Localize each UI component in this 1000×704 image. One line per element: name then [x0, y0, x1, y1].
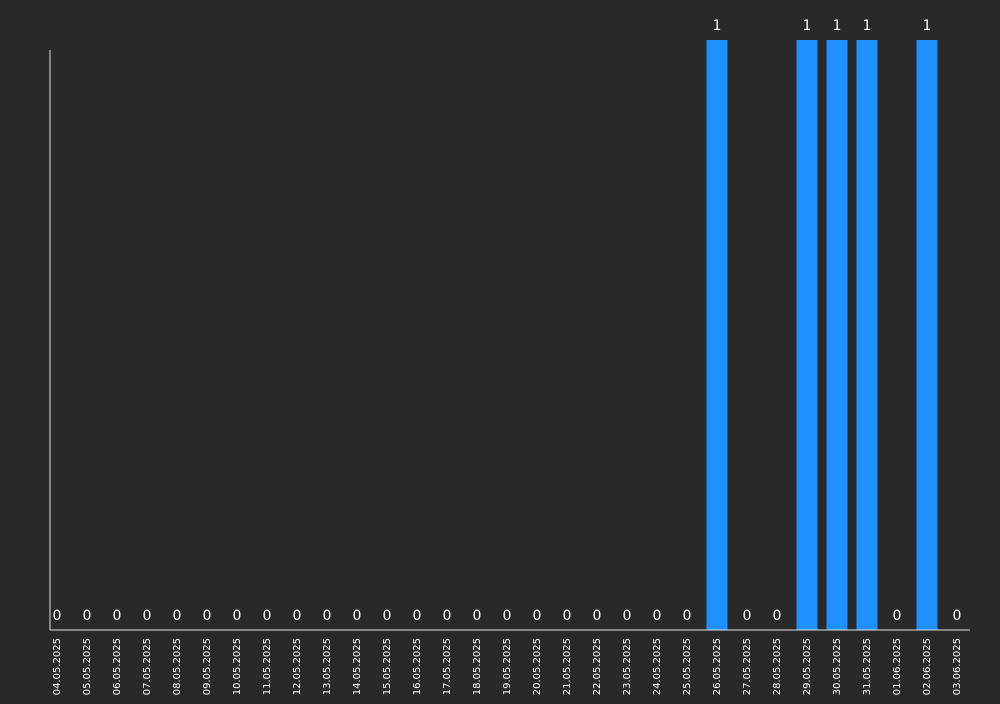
value-label-06.05.2025: 0 [113, 608, 122, 624]
value-label-24.05.2025: 0 [653, 608, 662, 624]
x-tick-label-17.05.2025: 17.05.2025 [442, 638, 453, 695]
value-label-07.05.2025: 0 [143, 608, 152, 624]
bar-02.06.2025 [916, 40, 938, 630]
value-label-12.05.2025: 0 [293, 608, 302, 624]
x-tick-label-10.05.2025: 10.05.2025 [232, 638, 243, 695]
value-label-29.05.2025: 1 [803, 18, 812, 34]
x-tick-label-15.05.2025: 15.05.2025 [382, 638, 393, 695]
x-tick-label-31.05.2025: 31.05.2025 [862, 638, 873, 695]
x-tick-label-09.05.2025: 09.05.2025 [202, 638, 213, 695]
value-label-04.05.2025: 0 [53, 608, 62, 624]
bar-31.05.2025 [856, 40, 878, 630]
value-label-31.05.2025: 1 [863, 18, 872, 34]
value-label-10.05.2025: 0 [233, 608, 242, 624]
value-label-09.05.2025: 0 [203, 608, 212, 624]
x-tick-label-23.05.2025: 23.05.2025 [622, 638, 633, 695]
x-tick-label-16.05.2025: 16.05.2025 [412, 638, 423, 695]
value-label-25.05.2025: 0 [683, 608, 692, 624]
value-label-26.05.2025: 1 [713, 18, 722, 34]
x-tick-label-14.05.2025: 14.05.2025 [352, 638, 363, 695]
x-tick-label-30.05.2025: 30.05.2025 [832, 638, 843, 695]
bars-layer [706, 40, 938, 630]
value-label-01.06.2025: 0 [893, 608, 902, 624]
value-label-30.05.2025: 1 [833, 18, 842, 34]
value-label-05.05.2025: 0 [83, 608, 92, 624]
bar-29.05.2025 [796, 40, 818, 630]
x-tick-label-27.05.2025: 27.05.2025 [742, 638, 753, 695]
x-tick-label-20.05.2025: 20.05.2025 [532, 638, 543, 695]
x-tick-label-19.05.2025: 19.05.2025 [502, 638, 513, 695]
value-label-20.05.2025: 0 [533, 608, 542, 624]
value-label-18.05.2025: 0 [473, 608, 482, 624]
x-tick-label-22.05.2025: 22.05.2025 [592, 638, 603, 695]
x-tick-label-05.05.2025: 05.05.2025 [82, 638, 93, 695]
x-tick-label-25.05.2025: 25.05.2025 [682, 638, 693, 695]
x-tick-label-26.05.2025: 26.05.2025 [712, 638, 723, 695]
value-labels-layer: 0 0 0 0 0 0 0 0 0 0 0 0 0 0 0 0 0 0 0 0 0 0 1 0 0 1 1 1 0 1 0 [53, 18, 962, 624]
value-label-23.05.2025: 0 [623, 608, 632, 624]
value-label-19.05.2025: 0 [503, 608, 512, 624]
value-label-22.05.2025: 0 [593, 608, 602, 624]
value-label-08.05.2025: 0 [173, 608, 182, 624]
bar-26.05.2025 [706, 40, 728, 630]
x-tick-labels-layer: 04.05.2025 05.05.2025 06.05.2025 07.05.2025… [52, 638, 963, 695]
x-tick-label-02.06.2025: 02.06.2025 [922, 638, 933, 695]
x-tick-label-03.06.2025: 03.06.2025 [952, 638, 963, 695]
x-tick-label-04.05.2025: 04.05.2025 [52, 638, 63, 695]
value-label-15.05.2025: 0 [383, 608, 392, 624]
value-label-11.05.2025: 0 [263, 608, 272, 624]
x-tick-label-07.05.2025: 07.05.2025 [142, 638, 153, 695]
x-tick-label-11.05.2025: 11.05.2025 [262, 638, 273, 695]
value-label-14.05.2025: 0 [353, 608, 362, 624]
x-tick-label-01.06.2025: 01.06.2025 [892, 638, 903, 695]
value-label-17.05.2025: 0 [443, 608, 452, 624]
value-label-28.05.2025: 0 [773, 608, 782, 624]
x-tick-label-12.05.2025: 12.05.2025 [292, 638, 303, 695]
x-tick-label-18.05.2025: 18.05.2025 [472, 638, 483, 695]
x-tick-label-28.05.2025: 28.05.2025 [772, 638, 783, 695]
x-tick-label-06.05.2025: 06.05.2025 [112, 638, 123, 695]
value-label-02.06.2025: 1 [923, 18, 932, 34]
x-tick-label-08.05.2025: 08.05.2025 [172, 638, 183, 695]
bar-30.05.2025 [826, 40, 848, 630]
x-tick-label-13.05.2025: 13.05.2025 [322, 638, 333, 695]
value-label-21.05.2025: 0 [563, 608, 572, 624]
value-label-16.05.2025: 0 [413, 608, 422, 624]
x-tick-label-29.05.2025: 29.05.2025 [802, 638, 813, 695]
value-label-13.05.2025: 0 [323, 608, 332, 624]
x-tick-label-24.05.2025: 24.05.2025 [652, 638, 663, 695]
value-label-03.06.2025: 0 [953, 608, 962, 624]
value-label-27.05.2025: 0 [743, 608, 752, 624]
x-tick-label-21.05.2025: 21.05.2025 [562, 638, 573, 695]
